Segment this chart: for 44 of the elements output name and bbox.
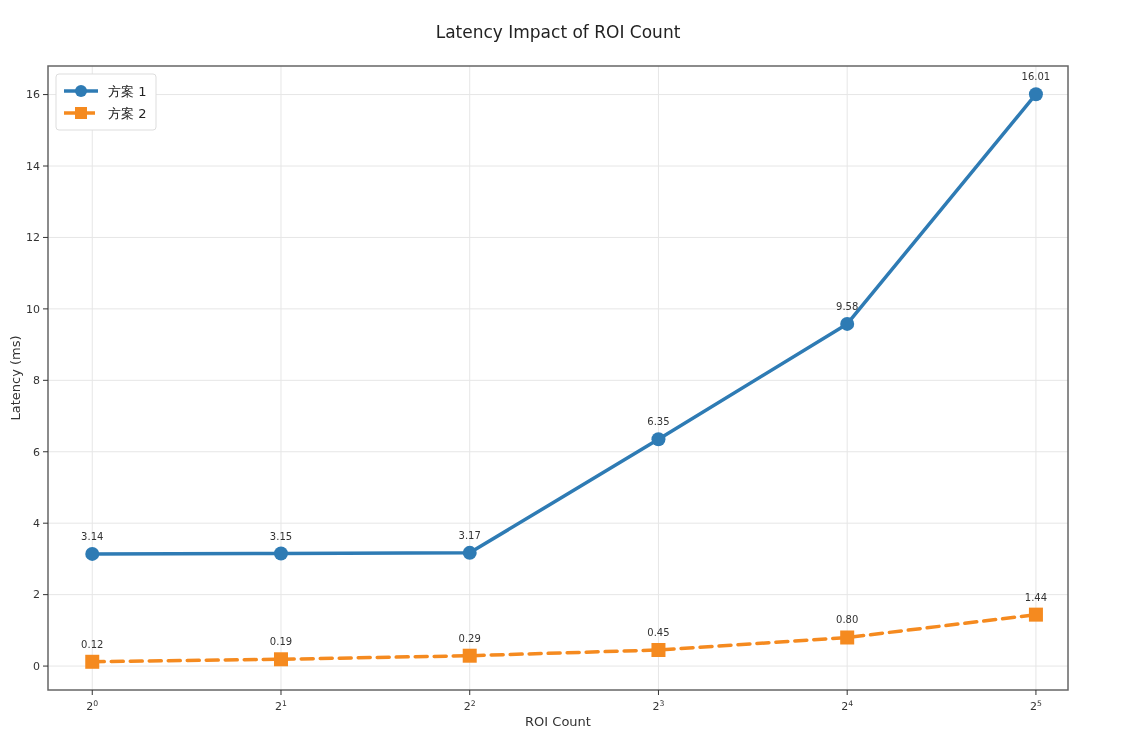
data-label: 0.29 bbox=[458, 632, 481, 644]
x-tick-label: 2$^{5}$ bbox=[1029, 698, 1042, 713]
y-axis-title: Latency (ms) bbox=[8, 335, 23, 421]
legend-label: 方案 2 bbox=[108, 105, 147, 121]
x-tick-label: 2$^{0}$ bbox=[86, 698, 99, 713]
data-label: 1.44 bbox=[1024, 591, 1048, 603]
point bbox=[85, 546, 100, 561]
y-tick-label: 10 bbox=[26, 302, 40, 316]
y-tick-label: 8 bbox=[33, 374, 40, 388]
legend-label: 方案 1 bbox=[108, 83, 147, 99]
data-label: 3.17 bbox=[458, 529, 481, 541]
data-label: 6.35 bbox=[647, 416, 670, 428]
point bbox=[1028, 87, 1043, 102]
point bbox=[273, 652, 288, 667]
point bbox=[651, 432, 666, 447]
y-tick-label: 4 bbox=[33, 517, 40, 531]
y-tick-label: 2 bbox=[33, 588, 40, 602]
data-label: 0.45 bbox=[647, 627, 670, 638]
y-tick-label: 12 bbox=[26, 231, 40, 245]
point bbox=[651, 643, 666, 657]
point bbox=[273, 546, 288, 561]
y-tick-label: 16 bbox=[26, 88, 40, 102]
point bbox=[1028, 607, 1043, 622]
data-label: 3.14 bbox=[81, 530, 104, 542]
x-tick-label: 2$^{4}$ bbox=[841, 698, 854, 713]
data-label: 16.01 bbox=[1021, 71, 1051, 83]
data-label: 0.12 bbox=[81, 638, 104, 650]
data-label: 0.19 bbox=[269, 636, 293, 648]
x-tick-label: 2$^{3}$ bbox=[652, 698, 665, 713]
x-tick-label: 2$^{2}$ bbox=[463, 698, 476, 713]
point bbox=[840, 630, 855, 645]
x-axis-title: ROI Count bbox=[525, 714, 591, 729]
data-label: 3.15 bbox=[269, 530, 293, 542]
point bbox=[840, 316, 855, 331]
point bbox=[462, 545, 477, 560]
x-tick-label: 2$^{1}$ bbox=[275, 698, 288, 713]
y-tick-label: 0 bbox=[33, 659, 40, 673]
data-label: 0.80 bbox=[836, 614, 859, 626]
y-tick-label: 14 bbox=[26, 159, 40, 173]
data-label: 9.58 bbox=[836, 300, 859, 312]
point bbox=[462, 648, 477, 663]
chart-title: Latency Impact of ROI Count bbox=[435, 22, 681, 42]
point bbox=[85, 654, 100, 669]
y-tick-label: 6 bbox=[33, 445, 40, 459]
